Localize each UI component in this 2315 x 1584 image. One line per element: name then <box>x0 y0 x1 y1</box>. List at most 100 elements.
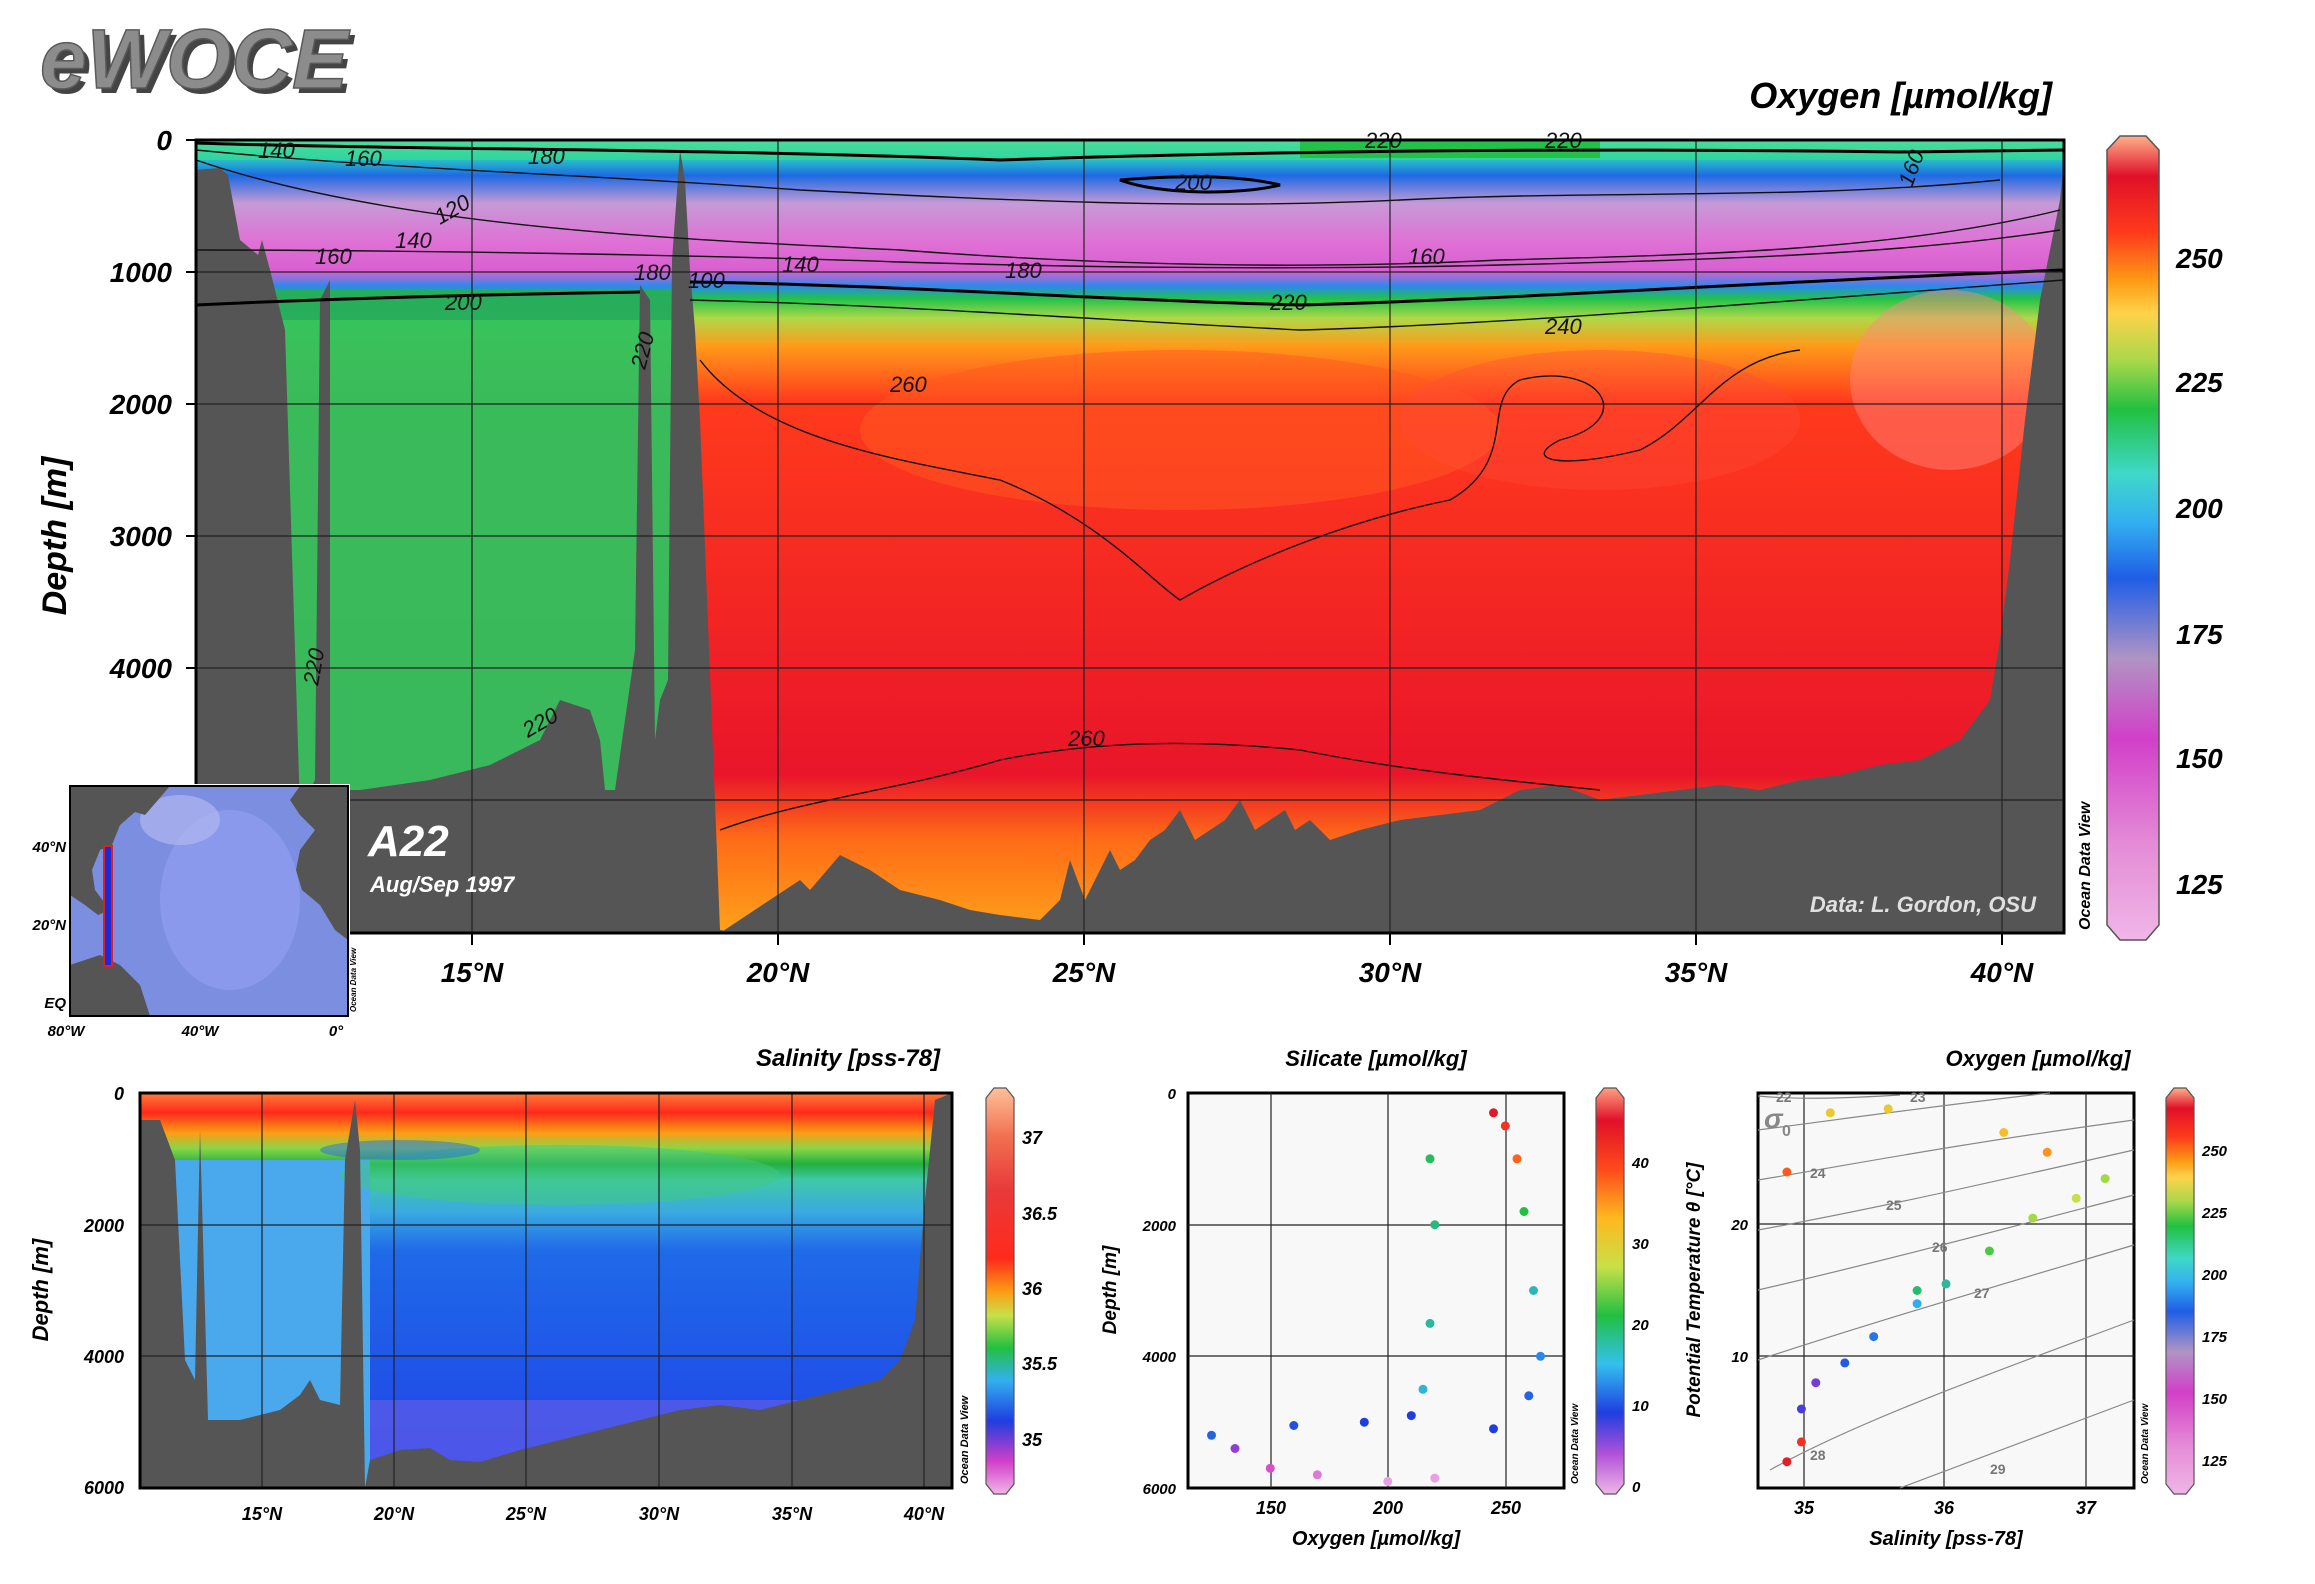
svg-text:140: 140 <box>782 252 819 277</box>
svg-text:Depth [m]: Depth [m] <box>1100 1245 1121 1334</box>
scatter-point <box>1912 1286 1922 1295</box>
ewoce-logo: eWOCE eWOCE <box>39 11 356 111</box>
svg-text:36: 36 <box>1022 1279 1043 1299</box>
svg-text:20: 20 <box>1730 1217 1748 1234</box>
scatter-point <box>1406 1411 1416 1421</box>
scatter-point <box>1430 1473 1440 1483</box>
svg-text:200: 200 <box>444 290 482 315</box>
y-tick-label: 4000 <box>109 653 173 684</box>
svg-text:240: 240 <box>1544 314 1582 339</box>
svg-text:200: 200 <box>2201 1267 2228 1284</box>
y-tick-label: 3000 <box>110 521 173 552</box>
scatter-point <box>2071 1193 2081 1203</box>
svg-text:22: 22 <box>1776 1089 1792 1105</box>
x-tick-label: 30°N <box>1359 957 1422 988</box>
colorbar-tick-label: 150 <box>2176 743 2223 774</box>
data-credit: Data: L. Gordon, OSU <box>1810 892 2037 917</box>
scatter-point <box>1265 1463 1275 1473</box>
scatter-point <box>2100 1174 2110 1184</box>
x-tick-label: 30°N <box>639 1504 680 1524</box>
contour-lines <box>196 141 2064 831</box>
svg-text:180: 180 <box>528 144 565 169</box>
y-tick-label: 1000 <box>110 257 173 288</box>
x-tick-label: 20°N <box>373 1504 415 1524</box>
x-tick-label: 15°N <box>441 957 504 988</box>
ts-grid <box>1758 1093 2134 1488</box>
scatter-point <box>1536 1351 1545 1361</box>
y-tick-label: 2000 <box>83 1216 124 1236</box>
scatter-point <box>1999 1128 2009 1137</box>
svg-text:Ocean Data View: Ocean Data View <box>959 1394 971 1484</box>
svg-text:150: 150 <box>2202 1391 2228 1408</box>
salinity-colorbar: 37 36.5 36 35.5 35 <box>985 1087 1058 1495</box>
svg-text:2000: 2000 <box>1142 1218 1177 1235</box>
scatter-point <box>1941 1279 1951 1289</box>
svg-text:225: 225 <box>2201 1205 2228 1222</box>
salinity-section-chart: Salinity [pss-78] 0 2000 4000 6000 Depth… <box>28 1045 1058 1524</box>
isopycnal-labels: 22 23 24 25 26 27 28 29 <box>1776 1089 2006 1477</box>
scatter-point <box>1500 1121 1510 1131</box>
svg-text:25: 25 <box>1886 1197 1902 1213</box>
scatter-point <box>2028 1213 2038 1223</box>
inset-map: 40°N 20°N EQ 80°W 40°W 0° Ocean Data Vie… <box>31 784 358 1040</box>
inset-y-tick: EQ <box>44 995 66 1012</box>
silicate-scatter-chart: Silicate [µmol/kg] 0 2000 4000 6000 Dept… <box>1100 1046 1649 1550</box>
oxygen-x-tick-labels: 15°N 20°N 25°N 30°N 35°N 40°N <box>441 957 2034 988</box>
svg-text:35: 35 <box>1022 1430 1043 1450</box>
section-date: Aug/Sep 1997 <box>369 872 516 897</box>
scatter-point <box>1289 1421 1299 1430</box>
x-tick-label: 35°N <box>1665 957 1728 988</box>
inset-y-tick: 20°N <box>31 917 67 934</box>
svg-text:175: 175 <box>2202 1329 2228 1346</box>
scatter-point <box>1796 1437 1806 1447</box>
scatter-point <box>1425 1154 1435 1164</box>
oxygen-y-axis-label: Depth [m] <box>36 455 74 615</box>
y-tick-label: 4000 <box>83 1347 124 1367</box>
scatter-point <box>1519 1207 1529 1216</box>
salinity-grid <box>140 1093 952 1488</box>
scatter-point <box>1912 1299 1922 1309</box>
svg-text:Ocean Data View: Ocean Data View <box>2140 1403 2151 1484</box>
svg-text:35: 35 <box>1794 1498 1815 1518</box>
svg-text:0: 0 <box>1632 1479 1641 1496</box>
inset-x-tick: 40°W <box>181 1023 221 1040</box>
silicate-colorbar: 40 30 20 10 0 <box>1595 1087 1649 1496</box>
svg-text:250: 250 <box>2201 1143 2228 1160</box>
scatter-point <box>1489 1108 1498 1118</box>
inset-x-tick: 0° <box>329 1023 344 1040</box>
svg-text:0: 0 <box>1168 1086 1177 1103</box>
scatter-point <box>1425 1318 1435 1328</box>
x-tick-label: 40°N <box>1970 957 2034 988</box>
svg-text:4000: 4000 <box>1142 1349 1177 1366</box>
x-tick-label: 40°N <box>903 1504 945 1524</box>
svg-text:180: 180 <box>1005 258 1042 283</box>
sigma-sub: 0 <box>1782 1123 1791 1140</box>
svg-text:10: 10 <box>1731 1349 1748 1366</box>
scatter-point <box>1359 1417 1369 1427</box>
scatter-point <box>1207 1430 1216 1440</box>
svg-text:30: 30 <box>1632 1236 1649 1253</box>
svg-text:260: 260 <box>1067 726 1105 751</box>
scatter-point <box>1489 1424 1498 1434</box>
svg-text:26: 26 <box>1932 1239 1948 1255</box>
colorbar-tick-label: 225 <box>2175 367 2223 398</box>
ts-points <box>1782 1104 2110 1467</box>
scatter-point <box>1796 1404 1806 1414</box>
scatter-point <box>1418 1384 1428 1394</box>
oxygen-colorbar: 250 225 200 175 150 125 <box>2106 135 2223 941</box>
svg-text:160: 160 <box>315 244 352 269</box>
y-tick-label: 0 <box>156 125 172 156</box>
svg-text:eWOCE: eWOCE <box>40 12 351 106</box>
section-name: A22 <box>367 817 449 866</box>
ts-scatter-chart: Oxygen [µmol/kg] 22 23 24 25 26 27 <box>1684 1046 2228 1550</box>
svg-text:6000: 6000 <box>1143 1481 1177 1498</box>
oxygen-axis-ticks <box>186 139 2003 945</box>
svg-text:36: 36 <box>1934 1498 1955 1518</box>
scatter-point <box>1529 1286 1538 1295</box>
svg-text:Ocean Data View: Ocean Data View <box>349 947 358 1012</box>
x-tick-label: 25°N <box>1052 957 1116 988</box>
salinity-y-axis-label: Depth [m] <box>28 1238 53 1341</box>
scatter-point <box>2042 1147 2052 1157</box>
sigma-label: σ <box>1764 1103 1784 1134</box>
